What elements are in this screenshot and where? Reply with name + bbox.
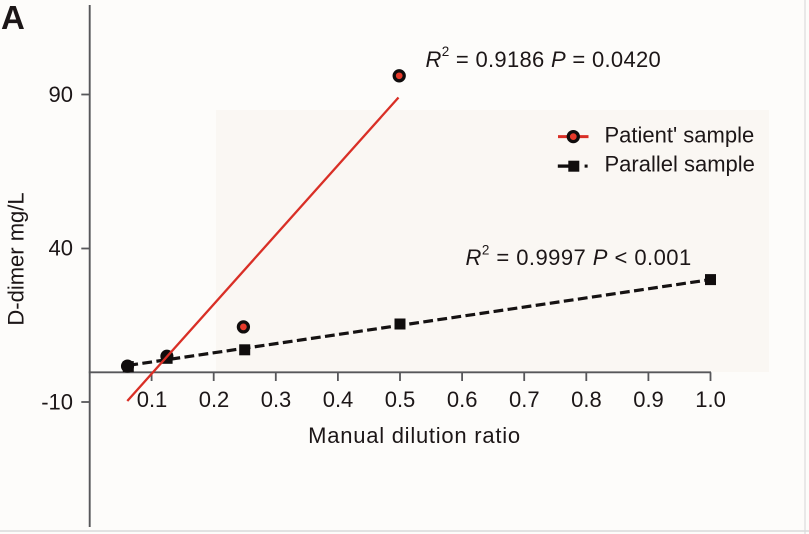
svg-text:-10: -10 [41,389,73,414]
svg-text:0.9: 0.9 [633,387,664,412]
svg-text:0.4: 0.4 [323,387,354,412]
svg-text:Parallel sample: Parallel sample [605,151,755,176]
svg-text:0.1: 0.1 [137,387,168,412]
svg-text:0.6: 0.6 [447,387,478,412]
svg-text:0.2: 0.2 [199,387,230,412]
svg-text:0.7: 0.7 [509,387,540,412]
svg-text:A: A [1,0,25,36]
svg-text:R2 = 0.9186 P = 0.0420: R2 = 0.9186 P = 0.0420 [426,44,662,72]
svg-text:Patient' sample: Patient' sample [605,123,755,148]
svg-text:1.0: 1.0 [695,387,726,412]
svg-text:D-dimer mg/L: D-dimer mg/L [4,192,29,325]
svg-text:0.3: 0.3 [261,387,292,412]
svg-text:Manual dilution ratio: Manual dilution ratio [308,423,521,448]
svg-text:0.5: 0.5 [385,387,416,412]
svg-text:90: 90 [49,82,73,107]
svg-text:40: 40 [49,236,73,261]
svg-text:0.8: 0.8 [571,387,602,412]
svg-text:R2 = 0.9997 P < 0.001: R2 = 0.9997 P < 0.001 [466,243,692,271]
